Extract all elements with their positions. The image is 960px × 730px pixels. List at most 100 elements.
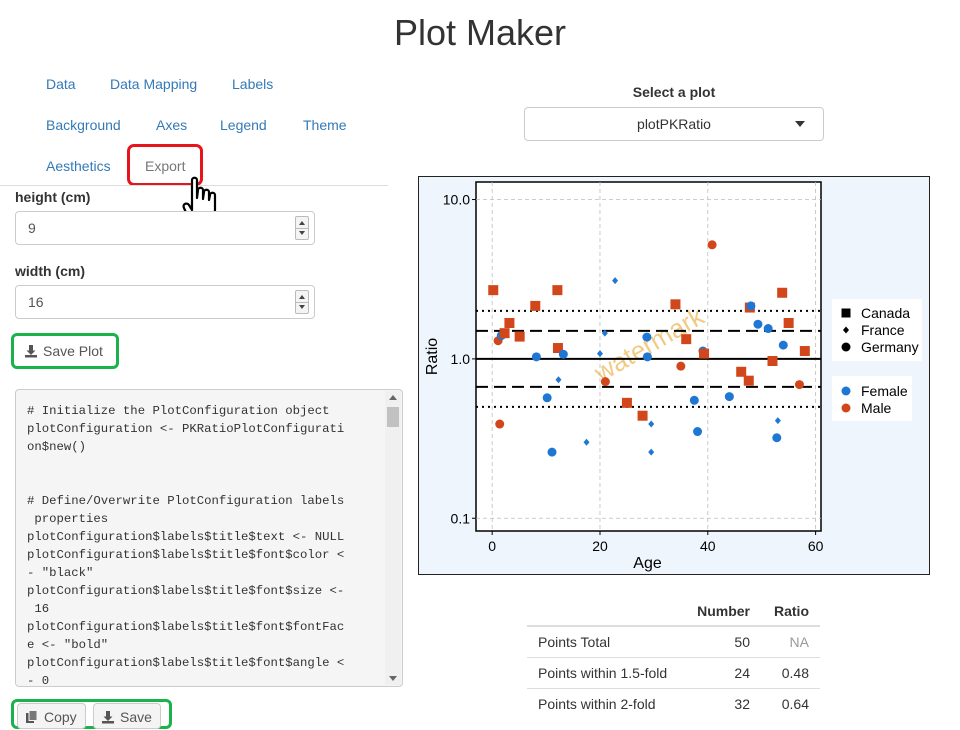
stats-header-number: Number <box>683 597 761 627</box>
table-cell: Points within 1.5-fold <box>527 656 684 688</box>
width-input[interactable]: 16 <box>15 285 315 319</box>
legend-key-color <box>841 386 851 396</box>
data-point <box>596 350 603 358</box>
legend-key-circle <box>841 342 851 352</box>
data-point <box>648 448 655 456</box>
data-point <box>753 319 763 329</box>
data-point <box>642 352 652 362</box>
x-tick-label: 60 <box>808 538 824 554</box>
code-scrollbar[interactable] <box>385 391 401 685</box>
data-point <box>648 420 655 428</box>
table-cell: 24 <box>683 656 761 688</box>
legend-gender-box <box>832 376 912 421</box>
data-point <box>552 343 563 354</box>
download-icon <box>102 711 114 724</box>
data-point <box>778 340 788 350</box>
tab-export[interactable]: Export <box>145 158 186 174</box>
data-point <box>555 376 562 384</box>
tab-legend[interactable]: Legend <box>220 117 267 133</box>
height-value: 9 <box>28 220 36 236</box>
width-value: 16 <box>28 294 44 310</box>
code-text: # Initialize the PlotConfiguration objec… <box>27 404 345 687</box>
legend-key-diamond <box>843 326 849 334</box>
stats-header-ratio: Ratio <box>760 597 820 627</box>
data-point <box>531 352 541 362</box>
save-code-button[interactable]: Save <box>93 703 161 729</box>
tab-axes[interactable]: Axes <box>156 117 188 133</box>
height-spinner[interactable] <box>295 216 309 240</box>
tab-theme[interactable]: Theme <box>303 117 347 133</box>
data-point <box>777 287 788 298</box>
data-point <box>552 285 563 296</box>
plot-select-label: Select a plot <box>632 84 716 100</box>
data-point <box>774 417 781 425</box>
table-cell: 32 <box>683 687 761 719</box>
legend-key-square <box>841 308 851 318</box>
tab-data[interactable]: Data <box>46 76 76 92</box>
plot-select[interactable]: plotPKRatio <box>524 107 824 141</box>
table-cell: NA <box>760 625 820 657</box>
data-point <box>621 397 632 408</box>
x-tick-label: 0 <box>488 538 496 554</box>
data-point <box>558 349 568 359</box>
data-point <box>488 285 499 296</box>
data-point <box>699 348 710 359</box>
height-label: height (cm) <box>15 189 91 205</box>
data-point <box>504 317 515 328</box>
data-point <box>676 361 686 371</box>
copy-button[interactable]: Copy <box>17 703 86 729</box>
table-row: Points Total 50 NA <box>527 625 820 657</box>
legend-label: Canada <box>861 305 910 321</box>
table-cell: Points within 2-fold <box>527 687 684 719</box>
data-point <box>724 392 734 402</box>
export-tab-highlight <box>127 144 203 186</box>
data-point <box>514 331 525 342</box>
x-tick-label: 40 <box>700 538 716 554</box>
plot-panel: watermark 0 20 40 60 0.1 1.0 10.0 Age Ratio Canada… <box>418 176 930 575</box>
tab-aesthetics[interactable]: Aesthetics <box>46 158 111 174</box>
code-textarea[interactable]: # Initialize the PlotConfiguration objec… <box>15 389 403 687</box>
data-point <box>693 427 703 437</box>
data-point <box>542 393 552 403</box>
table-cell: 0.48 <box>760 656 820 688</box>
width-spinner[interactable] <box>295 290 309 314</box>
save-plot-button[interactable]: Save Plot <box>17 338 111 366</box>
table-cell: 50 <box>683 625 761 657</box>
chevron-down-icon <box>795 121 805 127</box>
app-title: Plot Maker <box>393 12 567 53</box>
table-cell: Points Total <box>527 625 684 657</box>
data-point <box>499 328 510 339</box>
y-axis-label: Ratio <box>424 338 441 375</box>
data-point <box>743 375 754 386</box>
height-input[interactable]: 9 <box>15 211 315 245</box>
data-point <box>746 301 756 311</box>
data-point <box>600 377 610 387</box>
data-point <box>547 447 557 457</box>
y-tick-label: 1.0 <box>451 351 471 367</box>
data-point <box>783 317 794 328</box>
data-point <box>763 324 773 334</box>
y-tick-label: 10.0 <box>443 192 470 208</box>
y-tick-label: 0.1 <box>451 510 471 526</box>
table-row: Points within 2-fold 32 0.64 <box>527 687 820 719</box>
save-plot-highlight <box>11 333 119 369</box>
data-point <box>736 366 747 377</box>
tab-background[interactable]: Background <box>46 117 121 133</box>
tab-labels[interactable]: Labels <box>232 76 274 92</box>
data-point <box>689 395 699 405</box>
legend-key-color <box>841 403 851 413</box>
stats-header-blank <box>527 597 684 627</box>
legend-label: Female <box>861 383 908 399</box>
data-point <box>799 346 810 357</box>
data-point <box>637 410 648 421</box>
data-point <box>670 299 681 310</box>
x-tick-label: 20 <box>592 538 608 554</box>
tab-data-mapping[interactable]: Data Mapping <box>110 76 198 92</box>
copy-icon <box>26 710 38 723</box>
data-point <box>612 277 619 285</box>
width-label: width (cm) <box>15 263 85 279</box>
copy-label: Copy <box>44 709 77 725</box>
data-point <box>681 334 692 345</box>
data-point <box>583 438 590 446</box>
